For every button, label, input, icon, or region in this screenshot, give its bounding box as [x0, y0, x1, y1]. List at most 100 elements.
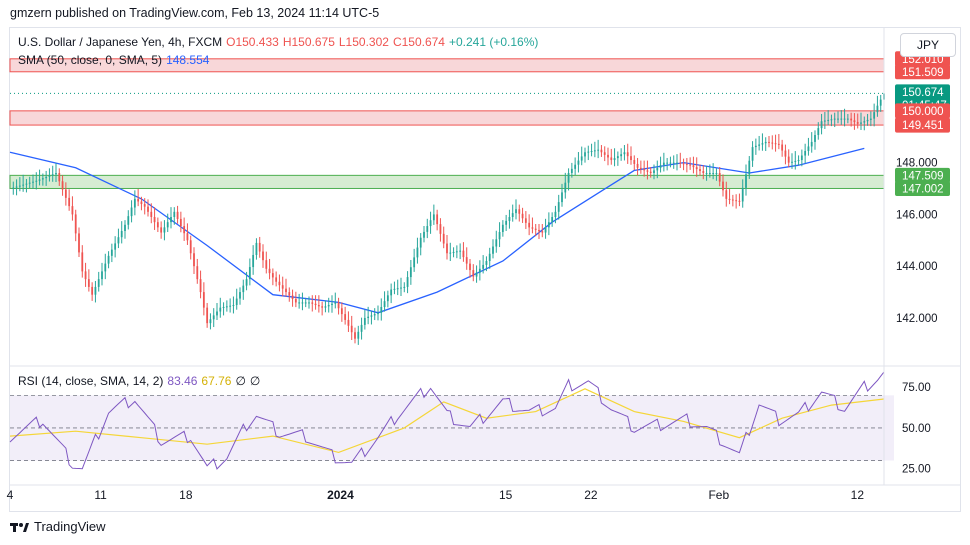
candle-body	[636, 163, 639, 168]
candle-body	[436, 214, 439, 225]
candle-body	[442, 233, 445, 244]
candle-body	[38, 179, 41, 181]
candle-body	[15, 186, 18, 188]
candle-body	[239, 292, 241, 299]
candle-body	[712, 172, 715, 174]
candle-body	[101, 271, 103, 280]
candle-body	[350, 325, 353, 333]
candle-body	[610, 157, 613, 161]
candle-body	[505, 220, 508, 225]
candle-body	[584, 152, 586, 157]
candle-body	[508, 217, 511, 221]
time-tick-label: 4	[7, 488, 14, 502]
candle-body	[291, 295, 294, 299]
candle-body	[639, 167, 642, 170]
candle-body	[285, 288, 287, 293]
rsi-group: 25.00 50.00 75.00	[9, 371, 931, 476]
candle-body	[426, 226, 429, 232]
candle-body	[830, 119, 833, 121]
candle-body	[853, 120, 856, 123]
candle-body	[340, 308, 343, 315]
price-legend: U.S. Dollar / Japanese Yen, 4h, FXCM O150…	[18, 35, 542, 49]
candle-body	[229, 305, 232, 307]
candle-body	[754, 145, 757, 148]
candle-body	[531, 227, 534, 229]
candle-body	[452, 251, 455, 253]
candle-body	[298, 302, 301, 304]
candle-body	[216, 311, 218, 316]
candle-body	[383, 301, 386, 307]
zone-support	[9, 174, 885, 189]
candle-body	[262, 251, 264, 261]
candle-body	[209, 319, 212, 324]
candle-body	[64, 189, 67, 198]
candle-body	[846, 118, 849, 120]
candle-body	[377, 312, 379, 315]
candle-body	[669, 162, 672, 164]
candle-body	[334, 302, 337, 304]
candle-body	[416, 247, 419, 258]
candle-body	[390, 289, 393, 296]
candle-body	[613, 158, 616, 161]
candle-body	[110, 249, 113, 256]
candle-body	[202, 292, 205, 308]
candle-body	[764, 141, 767, 144]
candle-body	[751, 147, 754, 161]
price-label: 147.509	[902, 170, 944, 182]
candle-body	[646, 170, 649, 172]
candle-body	[748, 160, 751, 175]
candle-body	[357, 331, 360, 339]
candle-body	[774, 143, 777, 145]
candle-body	[777, 143, 780, 145]
candle-body	[837, 118, 839, 120]
candle-body	[232, 305, 235, 307]
candle-body	[689, 164, 692, 166]
candle-body	[695, 167, 698, 170]
candle-body	[163, 227, 166, 233]
candle-body	[705, 172, 708, 174]
candle-body	[242, 285, 245, 293]
candle-body	[800, 155, 803, 161]
candle-body	[649, 171, 652, 173]
candle-body	[45, 176, 48, 179]
candle-body	[189, 240, 192, 254]
candle-body	[524, 218, 527, 223]
candle-body	[183, 226, 186, 234]
candle-body	[71, 206, 74, 215]
candle-body	[222, 306, 225, 308]
footer-brand: TradingView	[10, 519, 106, 534]
candle-body	[331, 303, 333, 306]
candle-body	[807, 146, 810, 151]
rsi-line	[9, 371, 885, 470]
candle-body	[344, 314, 347, 320]
candle-body	[419, 237, 422, 248]
candle-body	[574, 164, 577, 169]
candle-body	[219, 307, 222, 312]
candle-body	[248, 267, 251, 280]
candle-body	[478, 268, 481, 273]
candle-body	[488, 253, 491, 262]
candle-body	[616, 156, 619, 159]
candle-body	[538, 229, 540, 232]
candle-body	[199, 279, 202, 293]
candle-body	[564, 182, 567, 193]
candle-body	[245, 279, 248, 286]
candle-body	[551, 217, 554, 223]
price-label: 150.000	[902, 106, 944, 118]
time-tick-label: 15	[499, 488, 513, 502]
candle-body	[12, 187, 15, 189]
candle-body	[278, 281, 281, 286]
candle-body	[137, 198, 140, 202]
candle-body	[22, 184, 25, 186]
candle-body	[827, 119, 830, 121]
candle-body	[685, 163, 688, 165]
candle-body	[869, 118, 872, 120]
candle-body	[347, 319, 350, 326]
currency-button[interactable]: JPY	[900, 33, 956, 57]
candle-body	[823, 120, 826, 122]
sma-value: 148.554	[166, 53, 210, 67]
rsi-label: RSI (14, close, SMA, 14, 2)	[18, 374, 164, 388]
candle-body	[603, 152, 606, 155]
candle-body	[97, 279, 100, 287]
